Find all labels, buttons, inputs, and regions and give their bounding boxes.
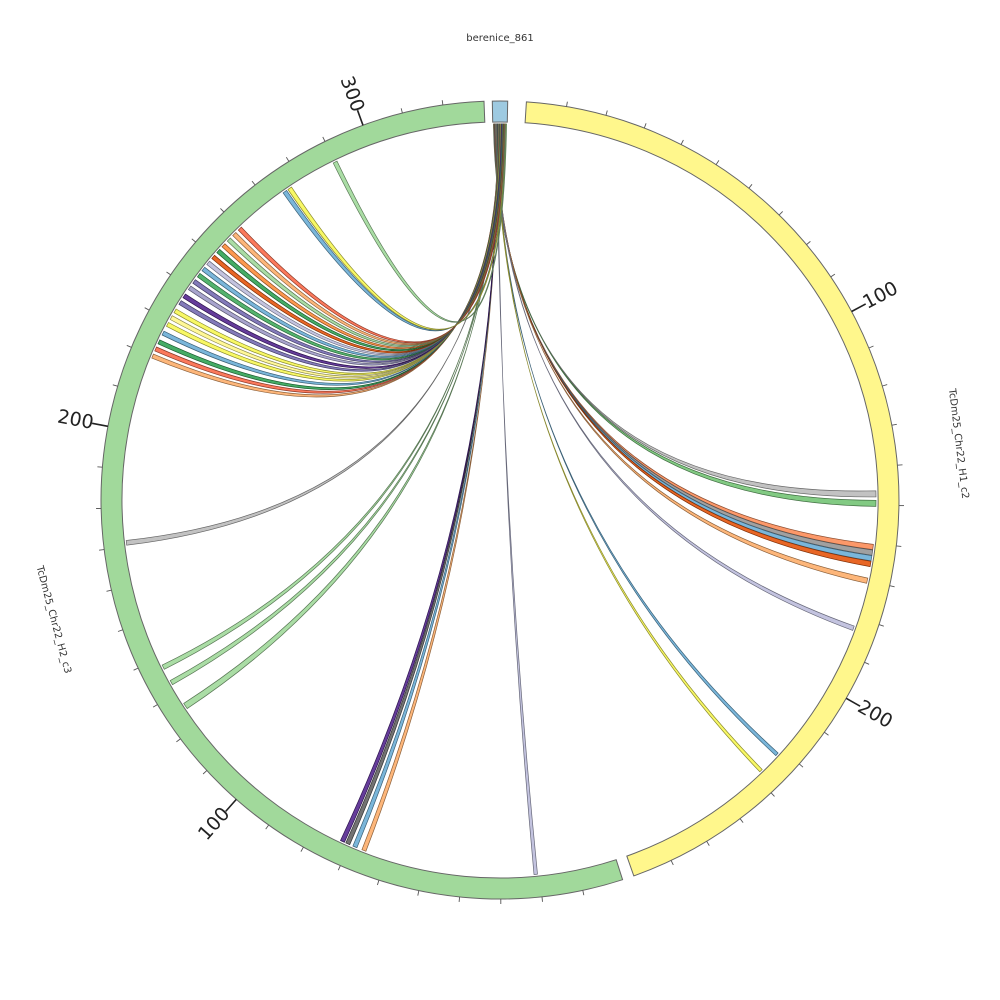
link-ribbon [352,123,499,849]
tick-label: 300 [336,73,369,115]
minor-tick [778,211,784,216]
minor-tick [144,307,150,311]
link-ribbon [287,123,507,331]
minor-tick [376,880,380,886]
minor-tick [896,545,902,547]
minor-tick [117,629,123,632]
minor-tick [441,100,444,106]
link-ribbon [494,123,873,562]
segment-band-berenice-861 [491,100,509,123]
minor-tick [251,180,256,186]
major-tick [225,798,237,812]
ideogram-layer [100,100,900,900]
minor-tick [882,384,888,387]
minor-tick [417,890,420,896]
minor-tick [868,345,874,349]
links-layer [125,123,877,875]
minor-tick [322,136,326,142]
minor-tick [748,184,753,189]
minor-tick [824,731,829,736]
tick-label: 200 [854,696,896,733]
minor-tick [458,896,461,902]
minor-tick [400,108,403,114]
major-tick [851,303,867,313]
minor-tick [265,824,269,830]
minor-tick [670,860,674,866]
minor-tick [889,585,895,588]
minor-tick [202,770,208,775]
link-ribbon [496,123,538,875]
minor-tick [643,123,647,129]
minor-tick [799,763,804,768]
minor-tick [285,156,290,162]
ticks-layer [91,100,904,904]
major-tick [356,109,364,126]
link-ribbon [493,123,877,507]
minor-tick [706,841,710,846]
minor-tick [891,423,897,426]
segment-label: TcDm25_Chr22_H2_c3 [33,564,73,675]
link-ribbon [495,123,855,631]
major-tick [845,697,861,707]
minor-tick [126,344,132,348]
link-ribbon [495,123,763,773]
minor-tick [680,139,684,145]
minor-tick [830,273,836,278]
segment-label: berenice_861 [466,33,533,44]
minor-tick [806,241,811,245]
minor-tick [739,818,744,823]
minor-tick [106,589,112,592]
tick-label: 100 [859,277,901,314]
minor-tick [220,208,225,213]
link-ribbon [493,123,877,498]
minor-tick [864,661,870,665]
link-ribbon [332,123,507,323]
minor-tick [541,896,543,902]
minor-tick [166,271,171,276]
minor-tick [112,384,118,387]
link-ribbon [340,123,499,843]
tick-label: 200 [56,406,96,434]
segment-band-chr22-h2-c3 [100,100,624,900]
minor-tick [770,792,775,797]
minor-tick [605,110,608,116]
minor-tick [133,667,139,671]
link-ribbon [494,123,869,584]
minor-tick [152,704,158,708]
link-ribbon [495,123,779,757]
minor-tick [337,865,341,871]
minor-tick [715,160,720,165]
minor-tick [176,738,181,743]
segment-band-chr22-h1-c2 [524,101,900,877]
link-ribbon [169,123,500,686]
minor-tick [99,549,105,551]
minor-tick [582,890,585,896]
minor-tick [566,101,568,107]
major-tick [91,422,109,428]
link-ribbon [345,123,499,846]
minor-tick [300,846,304,852]
link-ribbon [361,123,498,852]
segment-label: TcDm25_Chr22_H1_c2 [946,387,971,499]
link-ribbon [173,123,503,376]
link-ribbon [493,123,874,550]
minor-tick [191,238,196,243]
minor-tick [878,624,884,627]
